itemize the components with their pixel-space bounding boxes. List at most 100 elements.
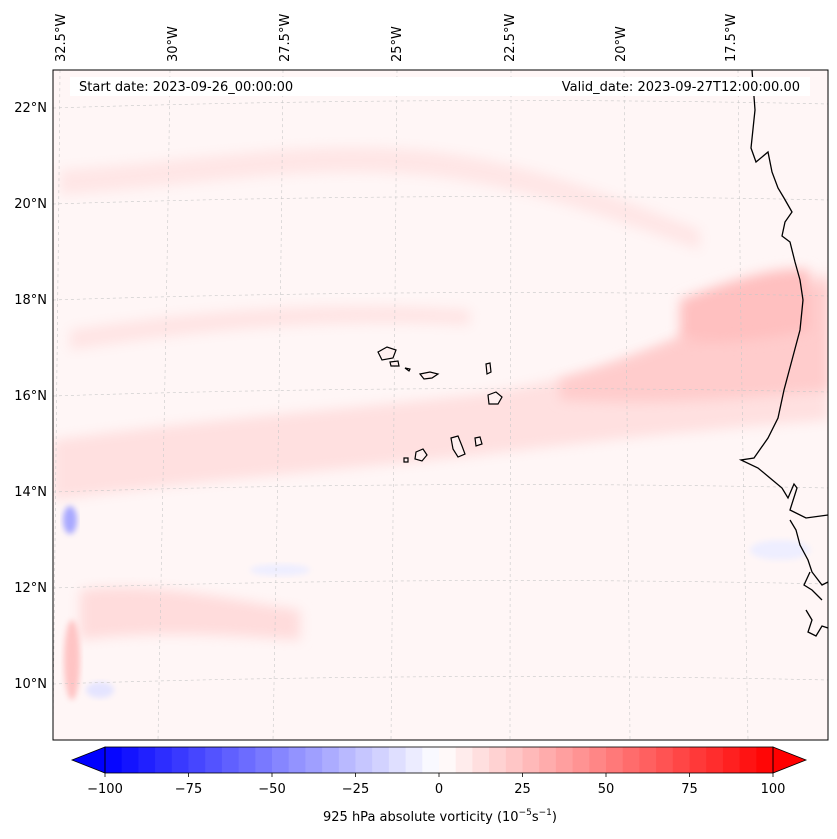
colorbar-segment <box>489 747 507 773</box>
lat-tick-label: 16°N <box>14 389 47 404</box>
island-sao-vicente <box>389 360 400 367</box>
colorbar-tick-label: −25 <box>342 782 369 797</box>
lat-tick-label: 10°N <box>14 677 47 692</box>
colorbar-tick-label: 0 <box>435 782 443 797</box>
colorbar-segment <box>221 747 240 773</box>
colorbar-segment <box>439 747 457 773</box>
colorbar-segment <box>455 747 473 773</box>
colorbar-tick-label: 75 <box>681 782 698 797</box>
colorbar-segment <box>472 747 490 773</box>
island-brava <box>403 457 409 463</box>
colorbar-segment <box>722 747 741 773</box>
colorbar-segment <box>555 747 574 773</box>
colorbar-segment <box>121 747 139 773</box>
colorbar-segment <box>188 747 206 773</box>
island-santo-antao <box>377 346 397 361</box>
colorbar-ticks: −100 −75 −50 −25 0 25 50 75 100 <box>87 773 785 797</box>
longitude-ticks: 32.5°W 30°W 27.5°W 25°W 22.5°W 20°W 17.5… <box>54 14 739 62</box>
start-date-label: Start date: 2023-09-26_00:00:00 <box>79 80 293 95</box>
lon-tick-label: 30°W <box>166 26 181 62</box>
lat-tick-label: 12°N <box>14 581 47 596</box>
colorbar-segment <box>355 747 373 773</box>
colorbar-segment <box>338 747 357 773</box>
gridlines <box>53 70 828 740</box>
lat-tick-label: 20°N <box>14 197 47 212</box>
colorbar-segment <box>539 747 557 773</box>
island-sal <box>485 362 492 375</box>
colorbar-segment <box>706 747 724 773</box>
colorbar-segment <box>606 747 624 773</box>
negative-vorticity-southwest <box>86 682 114 698</box>
lat-tick-label: 22°N <box>14 101 47 116</box>
map-panel: Start date: 2023-09-26_00:00:00 Valid_da… <box>52 69 829 741</box>
colorbar-segment <box>505 747 524 773</box>
vorticity-streak-north <box>60 147 700 250</box>
header-strip <box>70 77 810 96</box>
colorbar: −100 −75 −50 −25 0 25 50 75 100 925 hPa absolute… <box>70 746 808 825</box>
colorbar-segment <box>288 747 306 773</box>
west-africa-coastline <box>738 69 829 637</box>
island-maio <box>474 436 483 447</box>
colorbar-tick-label: 50 <box>598 782 615 797</box>
colorbar-segment <box>672 747 691 773</box>
cabo-verde-islands <box>377 346 503 463</box>
vorticity-patch-south <box>80 587 300 640</box>
lon-tick-label: 25°W <box>390 26 405 62</box>
island-fogo <box>414 448 428 462</box>
colorbar-segment <box>589 747 607 773</box>
lon-tick-label: 27.5°W <box>278 14 293 62</box>
colorbar-segment <box>656 747 674 773</box>
valid-date-label: Valid_date: 2023-09-27T12:00:00.00 <box>562 80 800 95</box>
colorbar-segment <box>639 747 657 773</box>
colorbar-tick-label: −75 <box>175 782 202 797</box>
colorbar-segment <box>422 747 440 773</box>
vorticity-streak-mid <box>70 306 470 350</box>
island-santa-luzia <box>404 367 411 372</box>
lon-tick-label: 17.5°W <box>724 14 739 62</box>
island-santiago <box>450 435 466 458</box>
vorticity-patch-west <box>64 620 80 700</box>
colorbar-tick-label: −50 <box>258 782 285 797</box>
negative-vorticity-west <box>63 506 77 534</box>
vorticity-band-main <box>53 270 828 500</box>
colorbar-segment <box>322 747 340 773</box>
colorbar-segment <box>756 747 774 773</box>
colorbar-segment <box>572 747 590 773</box>
vorticity-field <box>53 147 828 700</box>
colorbar-segment <box>372 747 390 773</box>
colorbar-segment <box>105 747 123 773</box>
lon-tick-label: 22.5°W <box>503 14 518 62</box>
map-frame <box>52 69 829 741</box>
negative-vorticity-south <box>250 564 310 576</box>
colorbar-segment <box>138 747 156 773</box>
colorbar-segment <box>689 747 707 773</box>
colorbar-segment <box>622 747 640 773</box>
colorbar-segment <box>171 747 190 773</box>
colorbar-tick-label: −100 <box>87 782 123 797</box>
colorbar-segment <box>272 747 290 773</box>
colorbar-tick-label: 25 <box>514 782 531 797</box>
colorbar-label: 925 hPa absolute vorticity (10−5s−1) <box>323 808 557 825</box>
colorbar-segment <box>405 747 423 773</box>
lat-tick-label: 14°N <box>14 485 47 500</box>
negative-vorticity-east <box>750 540 810 560</box>
colorbar-segment <box>388 747 407 773</box>
vorticity-coastal-max <box>680 269 810 342</box>
colorbar-segment <box>522 747 540 773</box>
colorbar-segment <box>255 747 273 773</box>
colorbar-segment <box>305 747 323 773</box>
colorbar-segment <box>155 747 173 773</box>
colorbar-segment <box>739 747 757 773</box>
colorbar-segments <box>105 747 774 773</box>
lon-tick-label: 32.5°W <box>54 14 69 62</box>
latitude-ticks: 22°N 20°N 18°N 16°N 14°N 12°N 10°N <box>14 101 47 692</box>
lon-tick-label: 20°W <box>614 26 629 62</box>
lat-tick-label: 18°N <box>14 293 47 308</box>
island-sao-nicolau <box>418 371 440 380</box>
colorbar-segment <box>238 747 256 773</box>
colorbar-segment <box>205 747 223 773</box>
colorbar-extend-low-arrow <box>70 746 106 774</box>
island-boa-vista <box>487 391 503 405</box>
colorbar-extend-high-arrow <box>772 746 808 774</box>
